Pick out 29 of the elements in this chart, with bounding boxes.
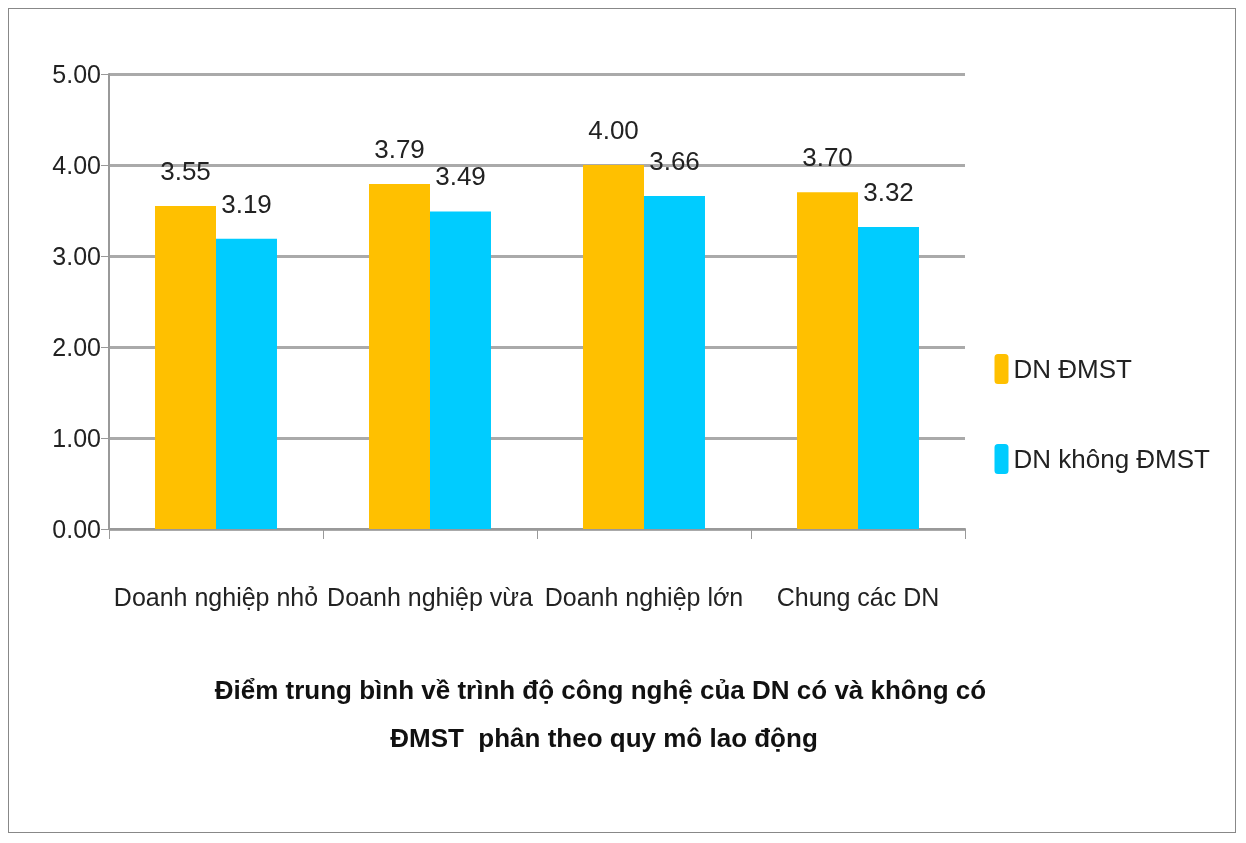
x-tick-label: Chung các DN bbox=[776, 582, 940, 611]
bar bbox=[583, 165, 644, 529]
bar bbox=[430, 211, 491, 529]
bar bbox=[797, 192, 858, 529]
x-tick-label: Doanh nghiệp vừa bbox=[327, 582, 533, 611]
y-tick-label: 4.00 bbox=[52, 151, 101, 179]
bar bbox=[644, 195, 705, 529]
legend-label: DN không ĐMST bbox=[1013, 444, 1211, 474]
data-label: 3.66 bbox=[649, 145, 700, 176]
y-tick-label: 2.00 bbox=[52, 333, 101, 361]
legend-label: DN ĐMST bbox=[1013, 354, 1133, 384]
y-tick-label: 1.00 bbox=[52, 424, 101, 452]
x-tick-label: Doanh nghiệp nhỏ bbox=[113, 582, 319, 611]
data-label: 3.70 bbox=[802, 142, 853, 173]
data-label: 4.00 bbox=[588, 115, 639, 145]
data-label: 3.55 bbox=[160, 155, 211, 186]
data-label: 3.32 bbox=[863, 176, 914, 207]
text: Điểm trung bình về trình độ công nghệ của DN có và không có ĐMST phân theo quy mô lao động bbox=[214, 675, 994, 753]
bar bbox=[369, 184, 430, 529]
data-label: 3.79 bbox=[374, 134, 425, 165]
y-tick-label: 5.00 bbox=[52, 60, 101, 88]
data-label: 3.19 bbox=[221, 188, 272, 219]
x-tick-label: Doanh nghiệp lớn bbox=[544, 582, 744, 611]
y-tick-label: 0.00 bbox=[52, 515, 101, 543]
data-label: 3.49 bbox=[435, 161, 486, 192]
y-tick-label: 3.00 bbox=[52, 242, 101, 270]
bar bbox=[858, 226, 919, 529]
bar bbox=[216, 238, 277, 529]
bar bbox=[155, 205, 216, 529]
